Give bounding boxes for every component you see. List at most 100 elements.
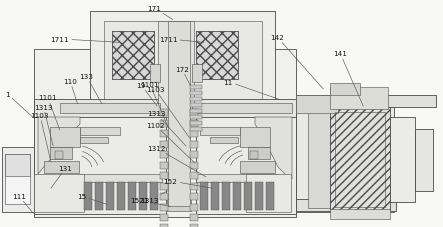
Bar — [190, 172, 198, 179]
Bar — [158, 22, 194, 111]
Bar — [190, 225, 198, 227]
Bar — [60, 104, 160, 114]
Bar — [160, 183, 168, 190]
Bar — [196, 32, 238, 80]
Bar — [90, 12, 275, 111]
Bar — [80, 127, 120, 135]
Bar — [211, 182, 219, 210]
Bar — [244, 182, 252, 210]
Bar — [34, 174, 84, 212]
Bar — [296, 108, 394, 212]
Bar — [190, 92, 202, 96]
Text: 1103: 1103 — [31, 112, 51, 162]
Bar — [160, 141, 168, 148]
Bar — [160, 109, 168, 116]
Bar — [200, 182, 208, 210]
Bar — [104, 22, 262, 101]
Bar — [390, 118, 415, 202]
Bar — [196, 174, 278, 182]
Bar — [160, 162, 168, 169]
Text: 1: 1 — [5, 91, 33, 118]
Bar — [160, 204, 168, 211]
Bar — [150, 182, 158, 210]
Bar — [167, 199, 191, 211]
Bar — [190, 109, 198, 116]
Bar — [112, 32, 154, 80]
Bar — [196, 32, 238, 80]
Bar — [55, 151, 63, 159]
Bar — [246, 174, 291, 212]
Text: 111: 111 — [12, 193, 33, 213]
Bar — [330, 108, 390, 212]
Bar — [168, 22, 190, 206]
Text: 1521: 1521 — [130, 197, 171, 207]
Bar — [34, 50, 296, 217]
Bar — [190, 121, 202, 126]
Bar — [255, 182, 263, 210]
Text: 1313: 1313 — [140, 191, 168, 203]
Bar — [308, 111, 330, 208]
Text: 1313: 1313 — [147, 111, 186, 146]
Text: 1313: 1313 — [34, 104, 53, 146]
Bar — [240, 127, 270, 147]
Text: 171: 171 — [147, 6, 173, 20]
Bar — [160, 172, 168, 179]
Bar — [5, 154, 30, 204]
Bar — [296, 96, 436, 108]
Text: 1312: 1312 — [147, 145, 206, 177]
Bar — [44, 161, 79, 173]
Bar — [233, 182, 241, 210]
Bar — [80, 174, 162, 182]
Bar — [192, 104, 292, 114]
Bar — [106, 182, 114, 210]
Bar — [250, 151, 258, 159]
Bar — [2, 147, 34, 212]
Bar — [200, 127, 240, 135]
Text: 15: 15 — [78, 193, 106, 204]
Bar — [330, 209, 390, 219]
Bar — [190, 86, 202, 90]
Bar — [222, 182, 230, 210]
Text: 110: 110 — [63, 78, 78, 104]
Bar — [117, 182, 125, 210]
Bar — [190, 141, 198, 148]
Text: 1711: 1711 — [159, 37, 204, 43]
Bar — [192, 65, 202, 83]
Bar — [34, 114, 166, 214]
Bar — [50, 147, 72, 159]
Bar — [330, 88, 388, 109]
Bar — [248, 147, 270, 159]
Text: 172: 172 — [175, 66, 190, 86]
Text: 1101: 1101 — [140, 81, 168, 128]
Bar — [190, 204, 198, 211]
Bar — [160, 120, 168, 127]
Bar — [415, 129, 433, 191]
Bar — [190, 214, 198, 221]
Bar — [190, 193, 198, 200]
Text: 1711: 1711 — [51, 37, 120, 43]
Bar — [160, 214, 168, 221]
Bar — [190, 98, 202, 101]
Bar — [240, 161, 275, 173]
Bar — [50, 127, 80, 147]
Bar — [330, 84, 360, 96]
Polygon shape — [38, 118, 80, 174]
Bar — [196, 114, 296, 214]
Bar — [34, 100, 296, 118]
Text: 1102: 1102 — [146, 122, 195, 163]
Bar — [266, 182, 274, 210]
Text: 133: 133 — [79, 74, 102, 104]
Text: 142: 142 — [270, 35, 323, 90]
Bar — [190, 131, 198, 137]
Polygon shape — [255, 118, 292, 179]
Bar — [80, 137, 108, 143]
Bar — [139, 182, 147, 210]
Bar — [210, 137, 238, 143]
Bar — [160, 151, 168, 158]
Bar — [190, 104, 202, 108]
Text: 19: 19 — [136, 82, 157, 107]
Text: 131: 131 — [51, 165, 73, 188]
Text: 1103: 1103 — [146, 87, 190, 140]
Bar — [160, 225, 168, 227]
Bar — [335, 113, 385, 207]
